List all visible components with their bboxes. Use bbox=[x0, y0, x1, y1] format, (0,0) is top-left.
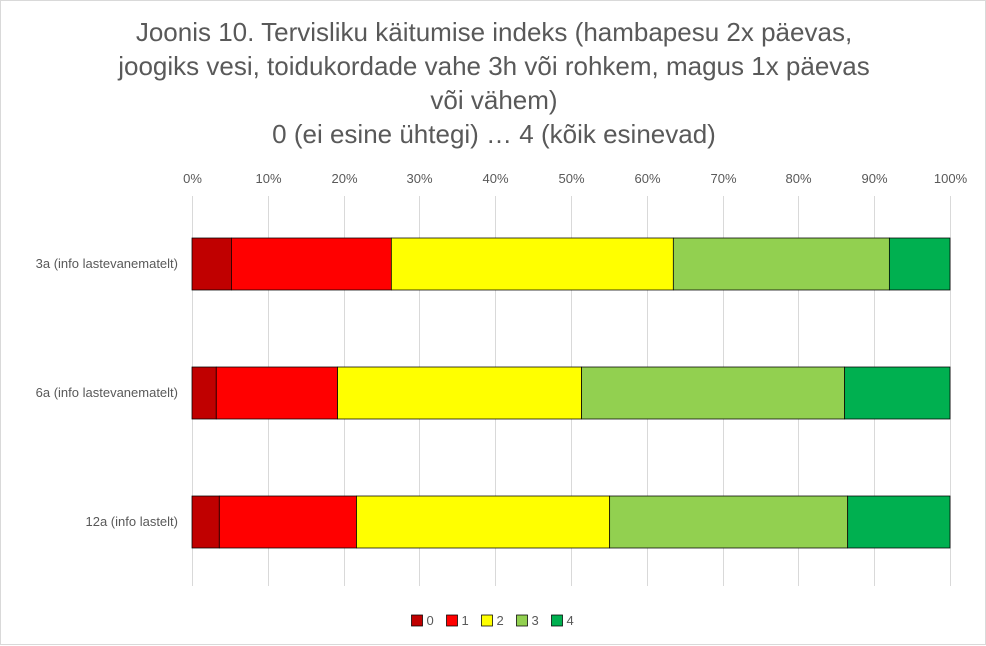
x-tick-label: 90% bbox=[861, 171, 887, 186]
bar-segment bbox=[218, 495, 357, 549]
legend-swatch bbox=[481, 614, 493, 627]
bar-segment bbox=[390, 237, 674, 291]
bar-segment bbox=[231, 237, 392, 291]
legend-swatch bbox=[411, 614, 423, 627]
legend-label: 4 bbox=[567, 613, 574, 628]
category-label: 3a (info lastevanematelt) bbox=[36, 256, 178, 271]
x-tick-label: 50% bbox=[558, 171, 584, 186]
x-tick-label: 100% bbox=[934, 171, 968, 186]
legend-swatch bbox=[516, 614, 528, 627]
x-tick-label: 20% bbox=[331, 171, 357, 186]
bar-segment bbox=[888, 237, 951, 291]
x-tick-label: 60% bbox=[634, 171, 660, 186]
bar-segment bbox=[191, 237, 232, 291]
legend-label: 1 bbox=[462, 613, 469, 628]
x-tick-label: 70% bbox=[710, 171, 736, 186]
x-tick-label: 0% bbox=[183, 171, 202, 186]
chart-title-line: või vähem) bbox=[430, 85, 558, 115]
x-tick-label: 40% bbox=[482, 171, 508, 186]
bar-segment bbox=[191, 366, 217, 420]
category-label: 12a (info lastelt) bbox=[86, 514, 179, 529]
legend-label: 0 bbox=[427, 613, 434, 628]
bar-segment bbox=[672, 237, 890, 291]
bar-segment bbox=[847, 495, 951, 549]
bar-segment bbox=[356, 495, 611, 549]
legend-label: 3 bbox=[532, 613, 539, 628]
x-tick-label: 30% bbox=[406, 171, 432, 186]
chart-title-line: 0 (ei esine ühtegi) … 4 (kõik esinevad) bbox=[272, 119, 716, 149]
x-tick-label: 10% bbox=[255, 171, 281, 186]
chart-title-line: Joonis 10. Tervisliku käitumise indeks (… bbox=[135, 17, 853, 47]
bar-segment bbox=[337, 366, 582, 420]
legend-swatch bbox=[446, 614, 458, 627]
bar-segment bbox=[609, 495, 849, 549]
chart-title-line: joogiks vesi, toidukordade vahe 3h või r… bbox=[118, 51, 870, 81]
legend-label: 2 bbox=[497, 613, 504, 628]
bar-segment bbox=[581, 366, 846, 420]
chart-title: Joonis 10. Tervisliku käitumise indeks (… bbox=[91, 15, 897, 151]
bar-segment bbox=[215, 366, 338, 420]
legend-swatch bbox=[551, 614, 563, 627]
x-tick-label: 80% bbox=[785, 171, 811, 186]
bar-segment bbox=[844, 366, 951, 420]
bar-segment bbox=[191, 495, 220, 549]
category-label: 6a (info lastevanematelt) bbox=[36, 385, 178, 400]
